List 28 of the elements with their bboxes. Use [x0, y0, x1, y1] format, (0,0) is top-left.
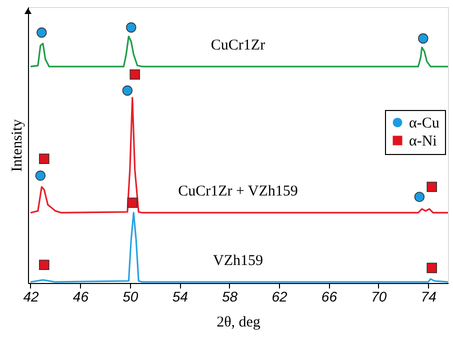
y-axis-title: Intensity: [10, 118, 26, 172]
point: [127, 198, 138, 208]
legend-label: α-Cu: [409, 116, 440, 132]
series-label: VZh159: [213, 252, 263, 269]
series-label: CuCr1Zr + VZh159: [178, 184, 298, 200]
point: [130, 69, 140, 80]
x-tick-label: 58: [222, 288, 238, 304]
point: [426, 182, 437, 192]
x-axis-title: 2θ, deg: [216, 314, 261, 330]
point: [39, 154, 50, 164]
point: [35, 170, 46, 181]
point: [39, 260, 50, 270]
point: [418, 33, 428, 44]
series-label: CuCr1Zr: [210, 38, 266, 54]
point: [126, 22, 136, 33]
x-tick-label: 54: [172, 288, 188, 304]
point: [414, 192, 425, 202]
x-tick-label: 74: [420, 288, 437, 304]
x-tick-label: 66: [321, 288, 338, 304]
point: [122, 85, 133, 96]
x-tick-label: 42: [23, 288, 39, 304]
x-tick-label: 46: [72, 288, 89, 304]
legend-label: α-Ni: [409, 134, 437, 150]
x-tick-label: 50: [122, 288, 138, 304]
x-tick-label: 62: [272, 288, 288, 304]
point: [426, 262, 437, 274]
point: [36, 27, 47, 38]
x-tick-label: 70: [371, 288, 387, 304]
